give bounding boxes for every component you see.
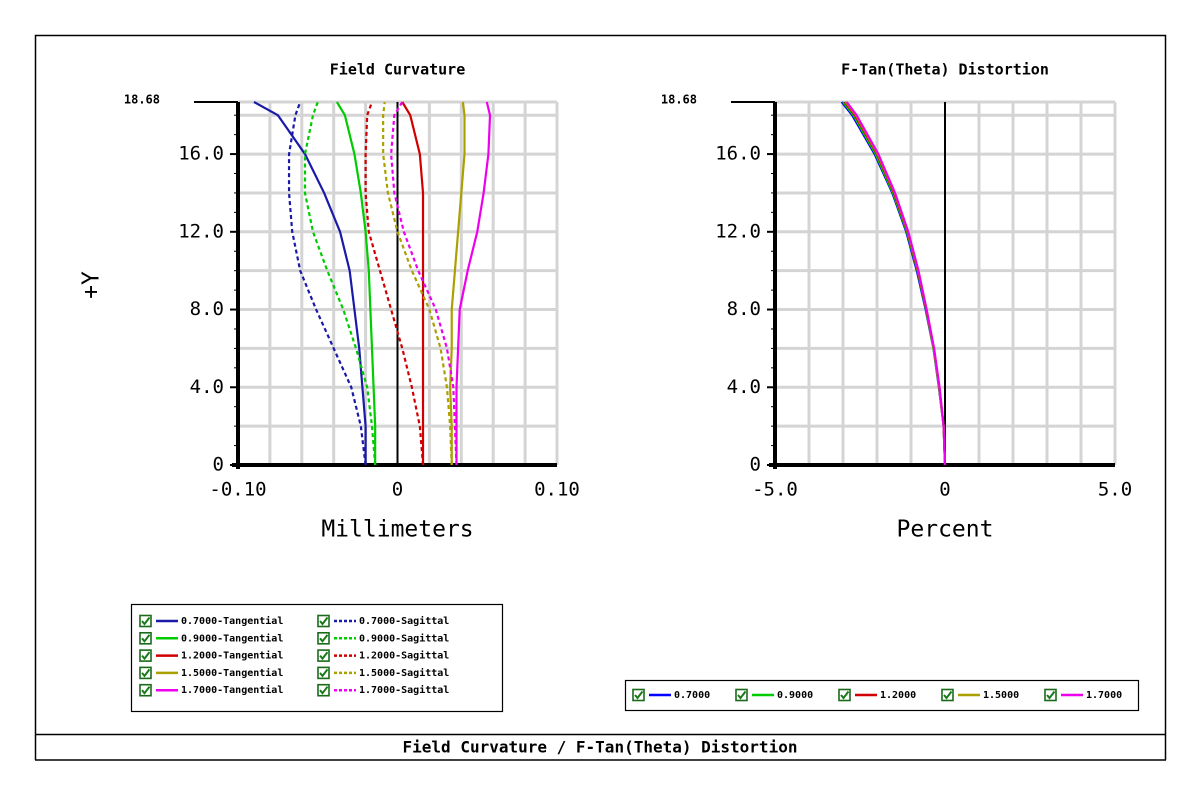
legend-label: 1.2000 [880,690,916,701]
checkbox-check [634,690,644,700]
checkbox-check [141,686,151,695]
series-line [364,101,425,466]
y-tick-label: 0 [213,454,224,476]
y-tick-label: 4.0 [727,376,761,398]
legend-checkbox[interactable] [317,683,330,697]
checkbox-box [139,614,152,628]
legend-checkbox[interactable] [139,666,152,680]
legend-label: 0.7000 [674,690,710,701]
series-line [845,101,947,466]
y-tick-label: 0 [750,454,761,476]
legend-checkbox[interactable] [139,631,152,645]
checkbox-box [139,649,152,662]
legend-label: 0.9000-Tangential [181,632,283,644]
legend-label: 1.7000 [1086,690,1122,701]
y-tick-label: 8.0 [190,298,224,320]
series-line [455,101,492,465]
checkbox-box [139,666,152,680]
legend-checkbox[interactable] [838,688,851,702]
footer-title: Field Curvature / F-Tan(Theta) Distortio… [403,738,798,757]
series-line [390,101,458,466]
legend-label: 0.9000-Sagittal [359,632,449,644]
checkbox-check [319,668,329,678]
checkbox-check [840,690,850,700]
x-tick-label: 0.10 [534,479,580,501]
checkbox-box [941,688,954,702]
legend-label: 1.5000 [983,690,1019,701]
checkbox-check [141,651,151,661]
series-line [335,101,377,465]
checkbox-box [838,688,851,702]
y-tick-label: 16.0 [178,143,224,165]
series-line [303,101,377,466]
legend-label: 1.2000-Tangential [181,650,283,662]
y-tick-label: 18.68 [661,93,697,107]
legend-checkbox[interactable] [317,631,330,645]
legend-checkbox[interactable] [139,649,152,662]
legend-label: 1.5000-Sagittal [359,667,449,679]
legend-checkbox[interactable] [1044,688,1057,702]
x-axis-label: Percent [897,517,994,543]
x-tick-label: -0.10 [209,479,266,501]
y-tick-label: 18.68 [124,93,160,107]
legend-label: 0.7000-Tangential [181,615,283,627]
x-tick-label: 0 [939,479,950,501]
legend-checkbox[interactable] [139,683,152,697]
legend-checkbox[interactable] [317,614,330,628]
legend-label: 1.2000-Sagittal [359,650,449,662]
checkbox-check [737,690,747,700]
series-line [253,101,367,465]
x-axis-label: Millimeters [321,517,473,543]
checkbox-check [1046,690,1056,700]
checkbox-box [317,683,330,697]
y-tick-label: 12.0 [715,220,761,242]
checkbox-check [141,668,151,678]
series-line [449,101,466,465]
legend-checkbox[interactable] [941,688,954,702]
legend-checkbox[interactable] [317,666,330,680]
checkbox-check [141,616,151,626]
checkbox-box [317,666,330,680]
y-tick-label: 4.0 [190,376,224,398]
legend-checkbox[interactable] [139,614,152,628]
checkbox-box [1044,688,1057,702]
checkbox-box [317,614,330,628]
checkbox-box [317,631,330,645]
x-tick-label: -5.0 [752,479,798,501]
legend-label: 0.7000-Sagittal [359,615,449,627]
checkbox-check [943,690,953,700]
chart-title: F-Tan(Theta) Distortion [841,61,1049,79]
checkbox-box [735,688,748,702]
legend-label: 1.7000-Tangential [181,684,283,696]
y-tick-label: 12.0 [178,220,224,242]
legend-checkbox[interactable] [735,688,748,702]
checkbox-check [319,616,329,626]
legend-checkbox[interactable] [317,649,330,662]
checkbox-check [141,634,151,643]
checkbox-check [319,686,329,695]
x-tick-label: 0 [392,479,403,501]
checkbox-check [319,634,329,643]
checkbox-box [632,688,645,702]
legend-checkbox[interactable] [632,688,645,702]
legend-label: 1.7000-Sagittal [359,684,449,696]
checkbox-box [139,683,152,697]
y-axis-label: +Y [79,271,105,299]
series-line [287,101,367,466]
y-tick-label: 16.0 [715,143,761,165]
checkbox-box [139,631,152,645]
checkbox-box [317,649,330,662]
y-tick-label: 8.0 [727,298,761,320]
series-line [382,101,453,466]
legend-box [130,603,504,713]
legend-label: 0.9000 [777,690,813,701]
series-line [401,101,425,465]
legend-label: 1.5000-Tangential [181,667,283,679]
chart-title: Field Curvature [330,61,465,79]
x-tick-label: 5.0 [1098,479,1132,501]
checkbox-check [319,651,329,661]
